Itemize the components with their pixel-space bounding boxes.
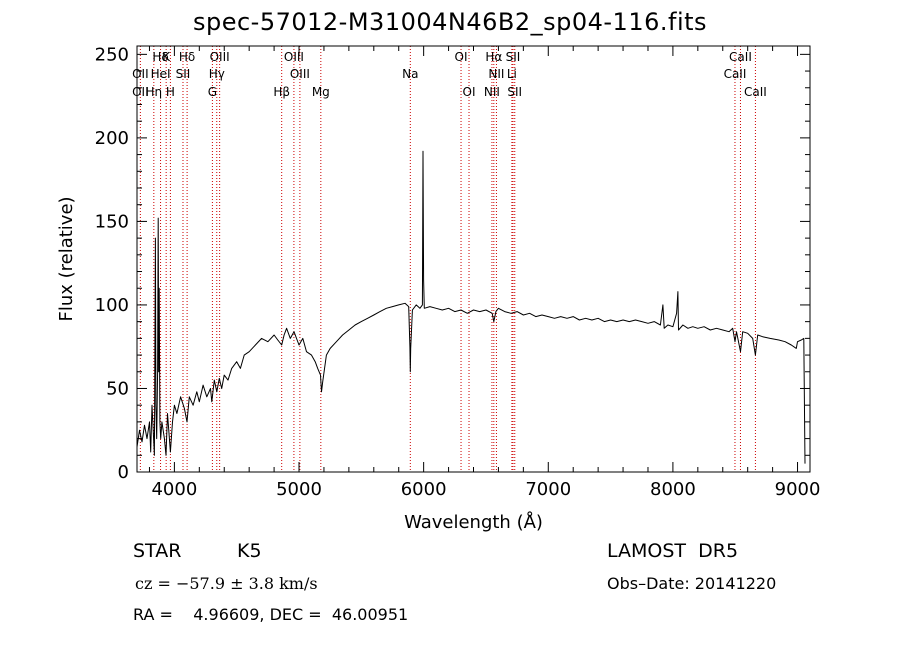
- y-tick-label: 150: [95, 211, 129, 232]
- y-tick-label: 50: [106, 378, 129, 399]
- marker-label: Hβ: [273, 85, 290, 99]
- series-group: [136, 150, 806, 464]
- marker-label: Hδ: [152, 50, 168, 64]
- marker-label: HeI: [151, 67, 171, 81]
- marker-label: OIII: [210, 50, 230, 64]
- x-tick-label: 4000: [151, 479, 197, 500]
- marker-label: Na: [402, 67, 418, 81]
- x-tick-label: 7000: [525, 479, 571, 500]
- marker-label: Mg: [312, 85, 330, 99]
- y-tick-label: 0: [118, 462, 129, 483]
- marker-label: Li: [507, 67, 517, 81]
- y-tick-label: 250: [95, 44, 129, 65]
- marker-label: OII: [132, 67, 149, 81]
- marker-label: OI: [463, 85, 476, 99]
- plot-frame: [136, 45, 811, 473]
- chart-title: spec-57012-M31004N46B2_sp04-116.fits: [192, 8, 708, 36]
- marker-label: K: [162, 50, 171, 64]
- marker-label: Hη: [146, 85, 163, 99]
- marker-label: SII: [507, 85, 522, 99]
- marker-label: OI: [455, 50, 468, 64]
- marker-label: Hα: [485, 50, 502, 64]
- marker-label: Hγ: [209, 67, 225, 81]
- object-subclass: K5: [237, 540, 262, 562]
- x-tick-label: 9000: [775, 479, 821, 500]
- x-tick-label: 5000: [276, 479, 322, 500]
- marker-lines-group: [139, 46, 756, 472]
- marker-label: NII: [488, 67, 504, 81]
- marker-label: OII: [132, 85, 149, 99]
- coordinates: RA = 4.96609, DEC = 46.00951: [133, 605, 409, 624]
- marker-label: NII: [484, 85, 500, 99]
- redshift-velocity: cz = −57.9 ± 3.8 km/s: [135, 574, 318, 593]
- marker-label: G: [208, 85, 217, 99]
- x-tick-label: 8000: [650, 479, 696, 500]
- marker-label: H: [166, 85, 175, 99]
- object-class: STAR: [133, 540, 182, 562]
- marker-label: SII: [506, 50, 521, 64]
- y-tick-label: 100: [95, 295, 129, 316]
- marker-label: OIII: [284, 50, 304, 64]
- y-tick-label: 200: [95, 128, 129, 149]
- x-tick-label: 6000: [401, 479, 447, 500]
- marker-label: CaII: [744, 85, 767, 99]
- ticks-group: 4000 5000 6000 7000 8000 9000 0 50 100 150 200 250: [95, 44, 821, 500]
- marker-label: CaII: [729, 50, 752, 64]
- marker-label: OIII: [290, 67, 310, 81]
- spectrum-line: [136, 150, 806, 464]
- marker-label: Hδ: [179, 50, 195, 64]
- y-axis-label: Flux (relative): [56, 196, 77, 321]
- marker-label: CaII: [724, 67, 747, 81]
- marker-label: SII: [176, 67, 191, 81]
- observation-date: Obs–Date: 20141220: [607, 574, 777, 593]
- x-axis-label: Wavelength (Å): [404, 511, 543, 533]
- survey-name: LAMOST DR5: [607, 540, 739, 562]
